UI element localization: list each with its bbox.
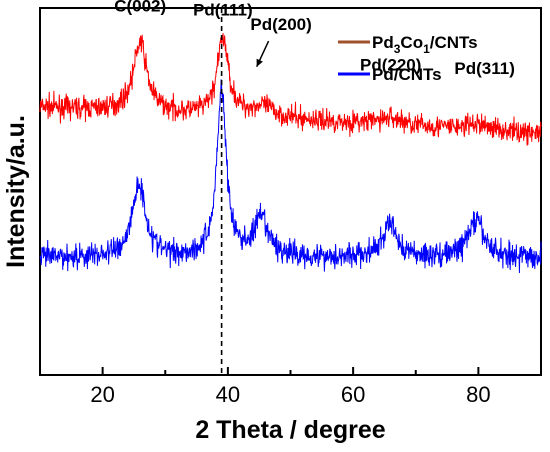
peak-label: Pd(220) bbox=[360, 55, 421, 74]
arrow-head bbox=[256, 58, 263, 67]
peak-label: Pd(111) bbox=[193, 0, 253, 19]
x-tick-label: 60 bbox=[341, 382, 365, 407]
peak-label: C(002) bbox=[114, 0, 166, 16]
x-tick-label: 80 bbox=[466, 382, 490, 407]
peak-label: Pd(200) bbox=[250, 15, 311, 34]
x-tick-label: 20 bbox=[90, 382, 114, 407]
series-layer bbox=[39, 32, 542, 273]
legend-label-pd: Pd/CNTs bbox=[372, 65, 442, 84]
annotation-layer: C(002) Pd(111)Pd(200) Pd(220) Pd(311) bbox=[114, 0, 515, 78]
y-axis-title: Intensity/a.u. bbox=[2, 115, 30, 268]
legend-label-pd3co1: Pd3Co1/CNTs bbox=[372, 33, 478, 56]
x-axis-title: 2 Theta / degree bbox=[195, 416, 385, 444]
x-tick-label: 40 bbox=[216, 382, 240, 407]
legend: Pd3Co1/CNTs Pd/CNTs bbox=[338, 33, 478, 84]
tick-layer: 20 40 60 80 bbox=[39, 367, 542, 407]
peak-label: Pd(311) bbox=[454, 59, 514, 78]
series-line-0 bbox=[39, 32, 542, 146]
series-line-1 bbox=[39, 79, 542, 273]
